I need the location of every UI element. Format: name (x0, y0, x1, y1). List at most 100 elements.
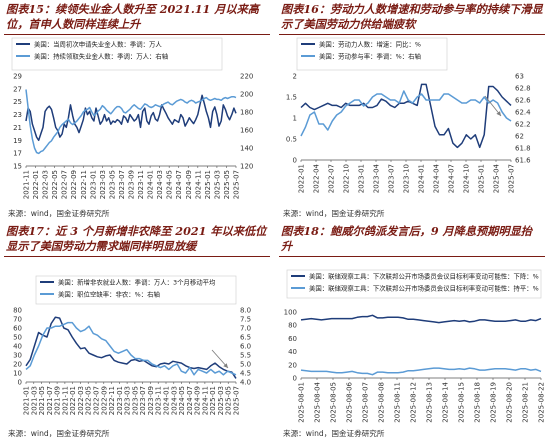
y2-tick-label: 180 (240, 109, 253, 117)
chart-15: 美国：当周初次申请失业金人数：季调：万人美国：持续领取失业金人数：季调：万人：右… (11, 37, 253, 199)
x-tick-label: 2025-08-15 (458, 382, 466, 423)
x-tick-label: 2023-07 (118, 170, 126, 199)
x-tick-label: 2024-01 (147, 170, 155, 199)
x-tick-label: 2022-05 (51, 170, 59, 199)
y-tick-label: 0 (293, 157, 297, 165)
legend-label: 美国：劳动力人数：增速：同比：% (319, 40, 421, 49)
y-tick-label: 2 (293, 73, 297, 81)
y2-tick-label: 120 (240, 163, 253, 171)
chart-title: 图表17：近 3 个月新增非农降至 2021 年以来低位显示了美国劳动力需求端同… (6, 224, 267, 253)
x-tick-label: 2022-04 (313, 163, 321, 193)
series-line (300, 314, 542, 324)
x-tick-label: 2024-07 (448, 164, 456, 193)
x-tick-label: 2022-11 (80, 170, 88, 199)
y-tick-label: 30 (13, 352, 22, 360)
y-tick-label: 10 (13, 370, 22, 378)
y-tick-label: 1 (293, 115, 297, 123)
chart-16: 美国：劳动力人数：增速：同比：% 美国：劳动参与率：季调：%：右轴 0 0.5 1 1.5… (286, 37, 531, 193)
trend-arrow-head (223, 363, 228, 368)
chart-17: 美国：新增非农就业人数：季调：万人：3个月移动平均美国：职位空缺率：非农：%：右… (13, 275, 251, 415)
legend-box (286, 269, 542, 299)
x-tick-label: 2024-11 (201, 386, 209, 415)
y-tick-label: 0 (293, 375, 297, 383)
chart-source: 来源：wind，国金证券研究所 (8, 209, 110, 218)
x-tick-label: 2024-03 (156, 170, 164, 199)
chart-source: 来源：wind，国金证券研究所 (8, 429, 110, 438)
x-tick-label: 2021-01 (23, 386, 31, 415)
x-tick-label: 2024-07 (186, 386, 194, 415)
x-tick-label: 2022-07 (93, 386, 101, 415)
x-tick-label: 2025-03 (213, 170, 221, 199)
x-tick-label: 2023-03 (99, 170, 107, 199)
x-tick-label: 2022-10 (343, 164, 351, 193)
series-line (25, 94, 237, 142)
panel-chart-15: 图表15：续领失业金人数升至 2021.11 月以来高位，首申人数同样连续上升 … (0, 0, 275, 222)
y-tick-label: 21 (13, 124, 22, 132)
y2-tick-label: 6.5 (240, 334, 251, 342)
y-tick-label: 50 (13, 334, 22, 342)
y2-tick-label: 7.5 (240, 316, 251, 324)
y-tick-label: 100 (284, 309, 297, 317)
y2-tick-label: 62.6 (515, 97, 531, 105)
x-tick-label: 2021-11 (61, 386, 69, 415)
title-rule (4, 34, 270, 35)
y2-tick-label: 7.0 (240, 325, 251, 333)
y-tick-label: 20 (288, 361, 297, 369)
x-tick-label: 2023-09 (128, 170, 136, 199)
x-tick-label: 2025-08-07 (362, 382, 370, 423)
x-tick-label: 2021-05 (38, 386, 46, 415)
y2-tick-label: 220 (240, 73, 253, 81)
y-tick-label: 0 (18, 379, 22, 387)
chart-source: 来源：wind，国金证券研究所 (283, 209, 385, 218)
y2-tick-label: 160 (240, 127, 253, 135)
chart-title: 图表18：鲍威尔鸽派发言后，9 月降息预期明显抬升 (281, 224, 532, 253)
x-tick-label: 2024-09 (185, 170, 193, 199)
x-tick-label: 2023-01 (358, 164, 366, 193)
y-tick-label: 60 (288, 335, 297, 343)
chart-source: 来源：wind，国金证券研究所 (283, 429, 385, 438)
y2-tick-label: 62.8 (515, 85, 531, 93)
x-tick-label: 2025-05 (223, 170, 231, 199)
series-line (25, 316, 237, 379)
chart-18: 美国：联储观察工具：下次联邦公开市场委员会议目标利率变动可能性：下降：% 美国：联… (284, 269, 546, 423)
x-tick-label: 2022-09 (100, 386, 108, 415)
y-tick-label: 23 (13, 111, 22, 119)
legend-box (35, 275, 237, 305)
x-tick-label: 2023-05 (131, 386, 139, 415)
y-tick-label: 80 (13, 307, 22, 315)
y2-tick-label: 4.0 (240, 379, 251, 387)
x-tick-label: 2025-08-20 (506, 382, 514, 423)
x-tick-label: 2022-05 (85, 386, 93, 415)
x-tick-label: 2025-04 (493, 163, 501, 193)
x-tick-label: 2023-11 (155, 386, 163, 415)
legend-box (11, 37, 223, 71)
x-tick-label: 2023-01 (116, 386, 124, 415)
x-tick-label: 2023-04 (373, 163, 381, 193)
title-rule (4, 256, 270, 257)
x-tick-label: 2023-11 (137, 170, 145, 199)
series-line (25, 321, 237, 376)
y-tick-label: 1.5 (286, 94, 297, 102)
x-tick-label: 2025-07 (233, 170, 241, 199)
x-tick-label: 2024-04 (433, 163, 441, 193)
x-tick-label: 2024-05 (166, 170, 174, 199)
x-tick-label: 2025-07 (233, 386, 241, 415)
x-tick-label: 2024-09 (194, 386, 202, 415)
x-tick-label: 2023-01 (89, 170, 97, 199)
y2-tick-label: 62.4 (515, 109, 531, 117)
y-tick-label: 27 (13, 85, 22, 93)
x-tick-label: 2022-07 (61, 170, 69, 199)
series-line (300, 90, 512, 137)
y2-tick-label: 5.0 (240, 361, 251, 369)
y2-tick-label: 63 (515, 73, 524, 81)
x-tick-label: 2025-01 (478, 164, 486, 193)
x-tick-label: 2023-05 (108, 170, 116, 199)
panel-chart-17: 图表17：近 3 个月新增非农降至 2021 年以来低位显示了美国劳动力需求端同… (0, 222, 275, 444)
series-line (25, 89, 237, 155)
x-tick-label: 2022-07 (328, 164, 336, 193)
x-tick-label: 2025-07 (508, 164, 516, 193)
x-tick-label: 2022-01 (32, 170, 40, 199)
x-tick-label: 2025-08-13 (426, 382, 434, 423)
x-tick-label: 2024-01 (418, 164, 426, 193)
y-tick-label: 25 (13, 98, 22, 106)
